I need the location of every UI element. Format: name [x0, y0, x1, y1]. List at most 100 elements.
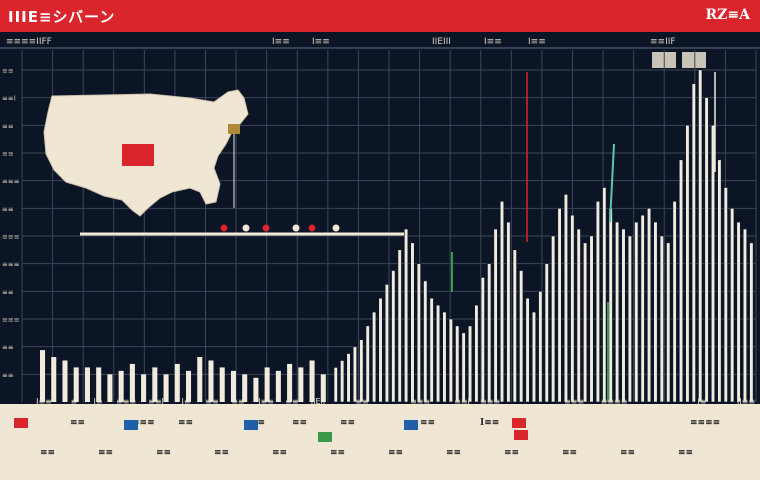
bar	[602, 187, 607, 403]
bar	[749, 242, 754, 403]
bar	[416, 263, 421, 403]
bar	[742, 228, 748, 403]
bar	[436, 304, 441, 403]
bar	[84, 367, 90, 402]
bar	[570, 214, 575, 403]
legend-label: ≡≡	[562, 448, 578, 458]
bar	[685, 124, 690, 403]
bar	[723, 187, 728, 403]
bar	[538, 290, 543, 403]
y-tick-label: ≡≡	[2, 67, 14, 75]
x-tick-label: I≡	[697, 397, 706, 406]
bar	[634, 221, 639, 403]
y-tick-label: ≡≡	[2, 371, 14, 379]
y-tick-label: ≡≡	[2, 150, 14, 158]
chart-svg: ≡≡≡≡IIFF I≡≡ I≡≡ IIEIII I≡≡ I≡≡ ≡≡IIF≡≡≡≡I≡≡≡≡…	[0, 37, 760, 406]
bar	[340, 360, 345, 403]
bar	[40, 350, 46, 402]
x-tick-label: IIEII	[311, 397, 326, 406]
bar	[378, 297, 383, 403]
bar	[730, 207, 735, 403]
y-tick-label: ≡≡≡	[2, 316, 20, 324]
top-label: ≡≡≡≡IIFF	[6, 37, 52, 47]
timeline-marker	[242, 224, 250, 232]
x-tick-label: ≡≡	[285, 397, 298, 406]
legend-label: ≡≡	[446, 448, 462, 458]
legend-label: ≡≡	[330, 448, 346, 458]
legend-footer: ≡≡≡≡≡≡≡≡≡≡≡≡≡≡≡I≡≡≡≡≡≡ ≡≡≡≡≡≡≡≡≡≡≡≡≡≡≡≡≡…	[0, 404, 760, 480]
bar	[448, 318, 453, 403]
x-tick-label: ≡≡≡≡	[601, 397, 628, 406]
legend-label: ≡≡	[504, 448, 520, 458]
bar	[253, 377, 259, 402]
bar	[608, 207, 613, 403]
legend-swatch	[124, 420, 138, 430]
bar	[595, 201, 600, 403]
top-tab	[682, 52, 706, 68]
bar	[653, 221, 658, 403]
bar	[666, 242, 671, 403]
y-tick-label: ≡≡	[2, 122, 14, 130]
bar	[141, 374, 147, 402]
bar	[583, 242, 588, 403]
x-tick-label: ≡≡≡	[480, 397, 500, 406]
legend-label: ≡≡	[340, 418, 356, 428]
bar	[621, 228, 626, 403]
legend-swatch	[404, 420, 418, 430]
bar	[499, 201, 505, 403]
top-label: I≡≡	[528, 37, 546, 47]
bar	[519, 270, 524, 403]
bar	[493, 228, 498, 403]
x-tick-label: I≡	[181, 397, 190, 406]
bar	[365, 325, 370, 403]
bar	[691, 83, 696, 403]
legend-label: ≡≡	[40, 448, 56, 458]
top-label: I≡≡	[312, 37, 330, 47]
map-marker	[228, 124, 240, 134]
bar	[474, 304, 479, 403]
footer-row-1: ≡≡≡≡≡≡≡≡≡≡≡≡≡≡≡I≡≡≡≡≡≡	[0, 418, 760, 442]
legend-swatch	[244, 420, 258, 430]
legend-swatch	[512, 418, 526, 428]
x-tick-label: ≡≡	[231, 397, 244, 406]
bar	[346, 353, 351, 403]
y-tick-label: ≡≡	[2, 344, 14, 352]
bar	[264, 367, 270, 402]
top-label: IIEIII	[432, 37, 451, 47]
x-tick-label: ≡	[71, 397, 78, 406]
bar	[404, 228, 409, 403]
bar	[544, 263, 549, 403]
bar	[230, 370, 236, 402]
legend-swatch	[14, 418, 28, 428]
legend-label: ≡≡≡≡	[690, 418, 721, 428]
bar	[62, 360, 68, 402]
bar	[467, 325, 473, 403]
bar	[174, 363, 180, 402]
y-tick-label: ≡≡≡	[2, 261, 20, 269]
legend-label: ≡≡	[70, 418, 86, 428]
y-tick-label: ≡≡≡	[2, 178, 20, 186]
top-label: ≡≡IIF	[650, 37, 676, 47]
bar	[678, 159, 684, 403]
x-tick-label: ≡≡	[205, 397, 218, 406]
top-label: I≡≡	[272, 37, 290, 47]
legend-label: ≡≡≡	[132, 418, 155, 428]
bar	[208, 360, 214, 402]
legend-swatch	[318, 432, 332, 442]
bar	[96, 367, 102, 402]
bar	[163, 374, 169, 402]
top-label: I≡≡	[484, 37, 502, 47]
x-tick-label: ≡≡≡	[410, 397, 430, 406]
bar	[384, 284, 389, 403]
legend-label: ≡≡	[272, 448, 288, 458]
footer-row-2: ≡≡ ≡≡ ≡≡ ≡≡ ≡≡ ≡≡ ≡≡ ≡≡ ≡≡ ≡≡ ≡≡ ≡≡	[0, 448, 760, 464]
bar	[557, 207, 562, 403]
bar	[129, 363, 135, 402]
bar	[640, 214, 645, 403]
header-bar: IIIE≡シバーン RZ≡A	[0, 0, 760, 32]
bar	[107, 374, 113, 402]
bar	[672, 201, 677, 403]
accent-spike	[609, 143, 615, 223]
x-tick-label: ≡≡I	[454, 397, 470, 406]
bar	[429, 297, 434, 403]
